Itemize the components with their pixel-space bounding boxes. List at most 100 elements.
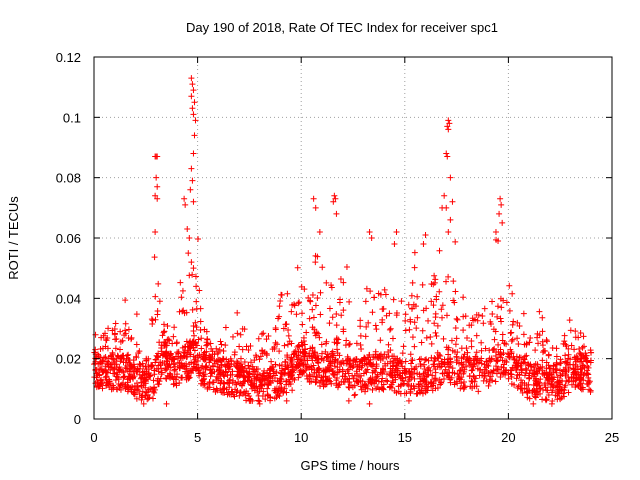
data-point — [259, 347, 266, 354]
data-point — [562, 352, 569, 359]
data-point — [539, 314, 546, 321]
data-point — [289, 356, 296, 363]
data-point — [587, 387, 594, 394]
data-point — [318, 350, 325, 357]
data-point — [310, 314, 317, 321]
data-point — [160, 329, 167, 336]
data-point — [126, 359, 133, 366]
data-point — [152, 316, 159, 323]
data-point — [199, 363, 206, 370]
data-point — [387, 325, 394, 332]
data-point — [245, 374, 252, 381]
data-point — [285, 372, 292, 379]
data-point — [526, 375, 533, 382]
data-point — [568, 342, 575, 349]
data-point — [326, 320, 333, 327]
data-point — [514, 385, 521, 391]
data-point — [458, 355, 465, 362]
data-point — [383, 312, 390, 319]
data-point — [365, 319, 372, 326]
data-point — [283, 389, 290, 396]
data-point — [432, 276, 439, 283]
data-point — [422, 377, 429, 384]
data-point — [315, 330, 322, 337]
data-point — [547, 384, 554, 391]
data-point — [565, 378, 572, 385]
data-point — [463, 345, 470, 352]
data-point — [515, 340, 522, 347]
data-point — [577, 381, 584, 388]
data-point — [231, 393, 238, 400]
data-point — [265, 333, 272, 340]
data-point — [309, 291, 316, 298]
data-point — [221, 373, 228, 380]
data-point — [472, 375, 479, 382]
data-point — [527, 334, 534, 341]
data-point — [392, 365, 399, 372]
data-point — [155, 381, 162, 388]
data-point — [259, 372, 266, 379]
data-point — [153, 174, 160, 181]
x-tick-label: 15 — [398, 430, 412, 445]
data-point — [124, 368, 131, 375]
data-point — [499, 331, 506, 338]
data-point — [182, 201, 189, 208]
data-point — [480, 377, 487, 384]
data-point — [142, 384, 149, 391]
data-point — [260, 330, 267, 337]
data-point — [245, 362, 252, 369]
data-point — [284, 290, 291, 297]
data-point — [508, 349, 515, 356]
data-point — [163, 348, 170, 355]
data-point — [249, 379, 256, 386]
data-point — [408, 374, 415, 381]
data-point — [158, 342, 165, 349]
data-point — [453, 335, 460, 342]
data-point — [359, 357, 366, 364]
data-point — [379, 375, 386, 382]
data-point — [278, 291, 285, 298]
data-point — [508, 380, 515, 387]
data-point — [283, 397, 290, 404]
data-point — [222, 342, 229, 349]
data-point — [423, 356, 430, 363]
data-point — [125, 326, 132, 333]
data-point — [587, 359, 594, 366]
data-point — [445, 373, 452, 380]
data-point — [418, 339, 425, 346]
data-point — [145, 376, 152, 383]
data-point — [190, 265, 197, 272]
data-point — [333, 340, 340, 347]
data-point — [526, 339, 533, 346]
data-point — [492, 228, 499, 235]
data-point — [206, 378, 213, 385]
data-point — [311, 330, 318, 337]
data-point — [443, 312, 450, 319]
data-point — [122, 327, 129, 334]
data-point — [350, 375, 357, 382]
data-point — [362, 298, 369, 305]
data-point — [332, 195, 339, 202]
data-point — [293, 311, 300, 318]
data-point — [393, 309, 400, 316]
data-point — [154, 153, 161, 160]
data-point — [492, 352, 499, 359]
data-point — [160, 321, 167, 328]
data-point — [268, 358, 275, 365]
data-point — [273, 394, 280, 401]
data-point — [497, 295, 504, 302]
data-point — [414, 314, 421, 321]
data-point — [572, 370, 579, 377]
data-point — [380, 381, 387, 388]
data-point — [553, 369, 560, 376]
data-point — [498, 318, 505, 325]
data-point — [209, 369, 216, 376]
data-point — [161, 342, 168, 349]
data-point — [518, 366, 525, 373]
data-point — [556, 386, 563, 393]
data-point — [203, 364, 210, 371]
data-point — [400, 343, 407, 350]
data-point — [478, 339, 485, 346]
data-point — [434, 322, 441, 329]
data-point — [234, 364, 241, 371]
